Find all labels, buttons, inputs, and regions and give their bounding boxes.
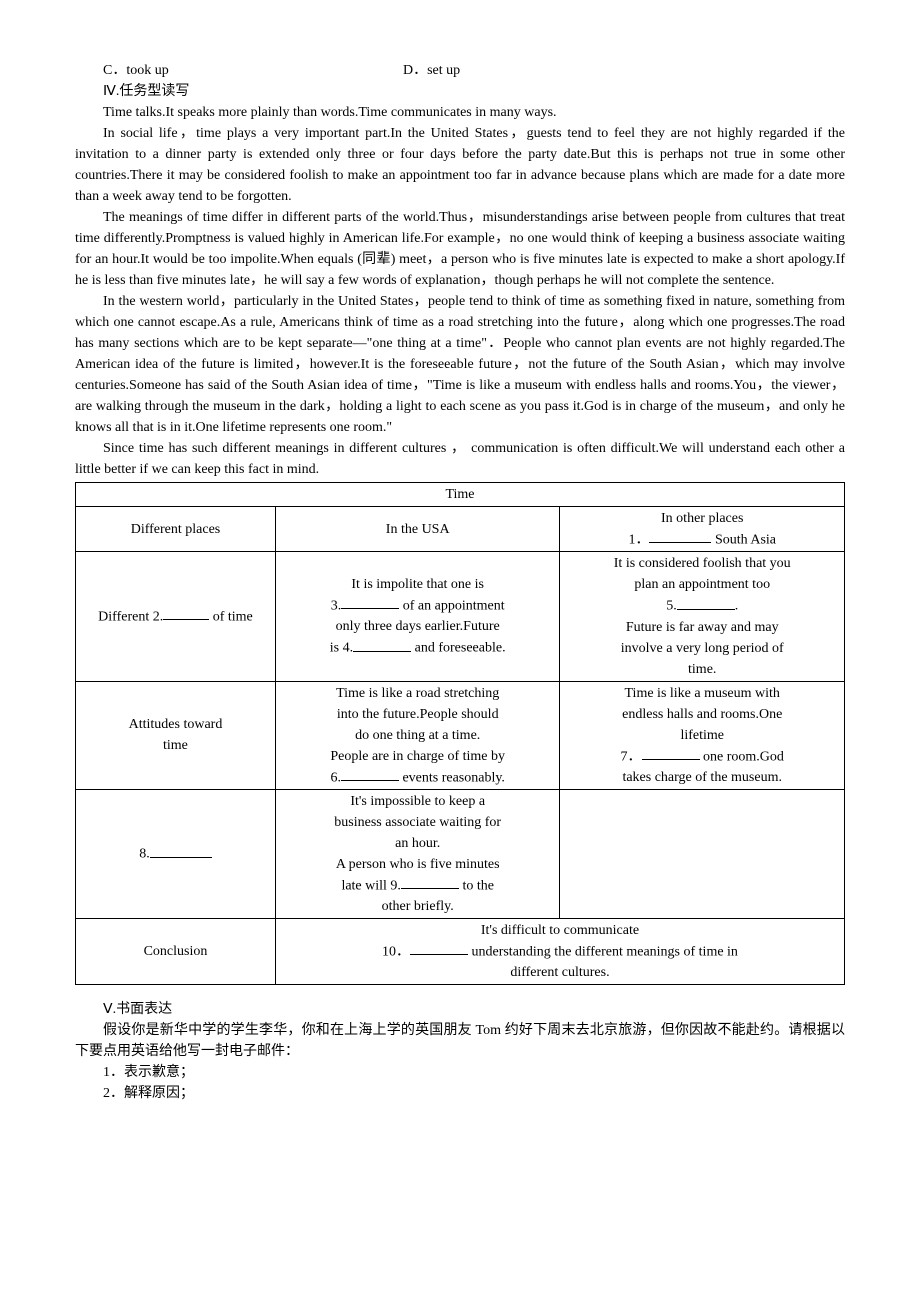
writing-point-1: 1．表示歉意； [75,1062,845,1083]
text: Time is like a road stretching [336,686,499,701]
cell-usa-attitudes: Time is like a road stretching into the … [275,681,560,789]
text: understanding the different meanings of … [468,944,738,959]
text: Attitudes toward [129,717,223,732]
cell-conclusion: Conclusion [76,919,276,985]
text: It is impolite that one is [351,577,484,592]
text: lifetime [680,728,724,743]
blank-1[interactable] [649,529,711,543]
text: 8. [139,847,150,862]
table-row: Conclusion It's difficult to communicate… [76,919,845,985]
text: 6. [330,770,341,785]
blank-9[interactable] [401,875,459,889]
text: takes charge of the museum. [622,770,782,785]
cell-in-usa: In the USA [275,507,560,552]
table-row: Different 2. of time It is impolite that… [76,552,845,681]
text: different cultures. [510,965,609,980]
text: Different 2. [98,609,163,624]
text: business associate waiting for [334,815,501,830]
blank-1-pre: 1． [628,532,649,547]
passage-p3: The meanings of time differ in different… [75,207,845,291]
blank-2[interactable] [163,606,209,620]
blank-6[interactable] [341,767,399,781]
writing-point-2: 2．解释原因； [75,1083,845,1104]
text: plan an appointment too [634,577,770,592]
text: People are in charge of time by [330,749,505,764]
cell-other-attitudes: Time is like a museum with endless halls… [560,681,845,789]
text: is 4. [330,641,353,656]
table-row: 8. It's impossible to keep a business as… [76,789,845,918]
blank-1-post: South Asia [711,532,776,547]
cell-usa-meanings: It is impolite that one is 3. of an appo… [275,552,560,681]
table-title: Time [76,483,845,507]
text: It is considered foolish that you [614,556,791,571]
text: do one thing at a time. [355,728,480,743]
text: time. [688,662,716,677]
table-row: Attitudes toward time Time is like a roa… [76,681,845,789]
cell-blank8: 8. [76,789,276,918]
text: 5. [666,599,677,614]
cell-conclusion-text: It's difficult to communicate 10． unders… [275,919,844,985]
text: Future is far away and may [626,620,779,635]
text: events reasonably. [399,770,505,785]
cell-other-meanings: It is considered foolish that you plan a… [560,552,845,681]
text: one room.God [700,749,784,764]
section-5: Ⅴ.书面表达 假设你是新华中学的学生李华，你和在上海上学的英国朋友 Tom 约好… [75,999,845,1104]
text: 10． [382,944,410,959]
option-d: D．set up [403,60,460,81]
cell-different-places: Different places [76,507,276,552]
passage-p4: In the western world，particularly in the… [75,291,845,438]
text: of an appointment [399,598,504,613]
cell-other-places: In other places 1． South Asia [560,507,845,552]
text: of time [209,609,253,624]
text: late will 9. [341,878,401,893]
text: It's impossible to keep a [350,794,485,809]
text: 3. [331,598,342,613]
section-4-title: Ⅳ.任务型读写 [103,81,845,102]
text: A person who is five minutes [336,857,500,872]
blank-4[interactable] [353,637,411,651]
cell-meanings: Different 2. of time [76,552,276,681]
passage-p1: Time talks.It speaks more plainly than w… [75,102,845,123]
text: endless halls and rooms.One [622,707,782,722]
text: other briefly. [382,899,454,914]
text: time [163,738,188,753]
text: In other places [661,511,743,526]
text: only three days earlier.Future [336,619,500,634]
section-5-title: Ⅴ.书面表达 [75,999,845,1020]
option-c: C．took up [103,60,403,81]
text: into the future.People should [337,707,499,722]
cell-empty [560,789,845,918]
time-table: Time Different places In the USA In othe… [75,482,845,985]
passage-p5: Since time has such different meanings i… [75,438,845,480]
text: . [735,599,739,614]
table-header-row: Different places In the USA In other pla… [76,507,845,552]
writing-prompt: 假设你是新华中学的学生李华，你和在上海上学的英国朋友 Tom 约好下周末去北京旅… [75,1020,845,1062]
blank-3[interactable] [341,595,399,609]
text: and foreseeable. [411,641,505,656]
text: It's difficult to communicate [481,923,639,938]
blank-7[interactable] [642,746,700,760]
cell-attitudes: Attitudes toward time [76,681,276,789]
text: 7． [621,749,642,764]
text: to the [459,878,494,893]
text: Time is like a museum with [625,686,780,701]
blank-8[interactable] [150,843,212,857]
blank-10[interactable] [410,941,468,955]
mc-options-row: C．took up D．set up [103,60,845,81]
table-title-row: Time [76,483,845,507]
text: an hour. [395,836,440,851]
cell-usa-examples: It's impossible to keep a business assoc… [275,789,560,918]
passage-p2: In social life，time plays a very importa… [75,123,845,207]
text: involve a very long period of [621,641,784,656]
blank-5[interactable] [677,595,735,609]
